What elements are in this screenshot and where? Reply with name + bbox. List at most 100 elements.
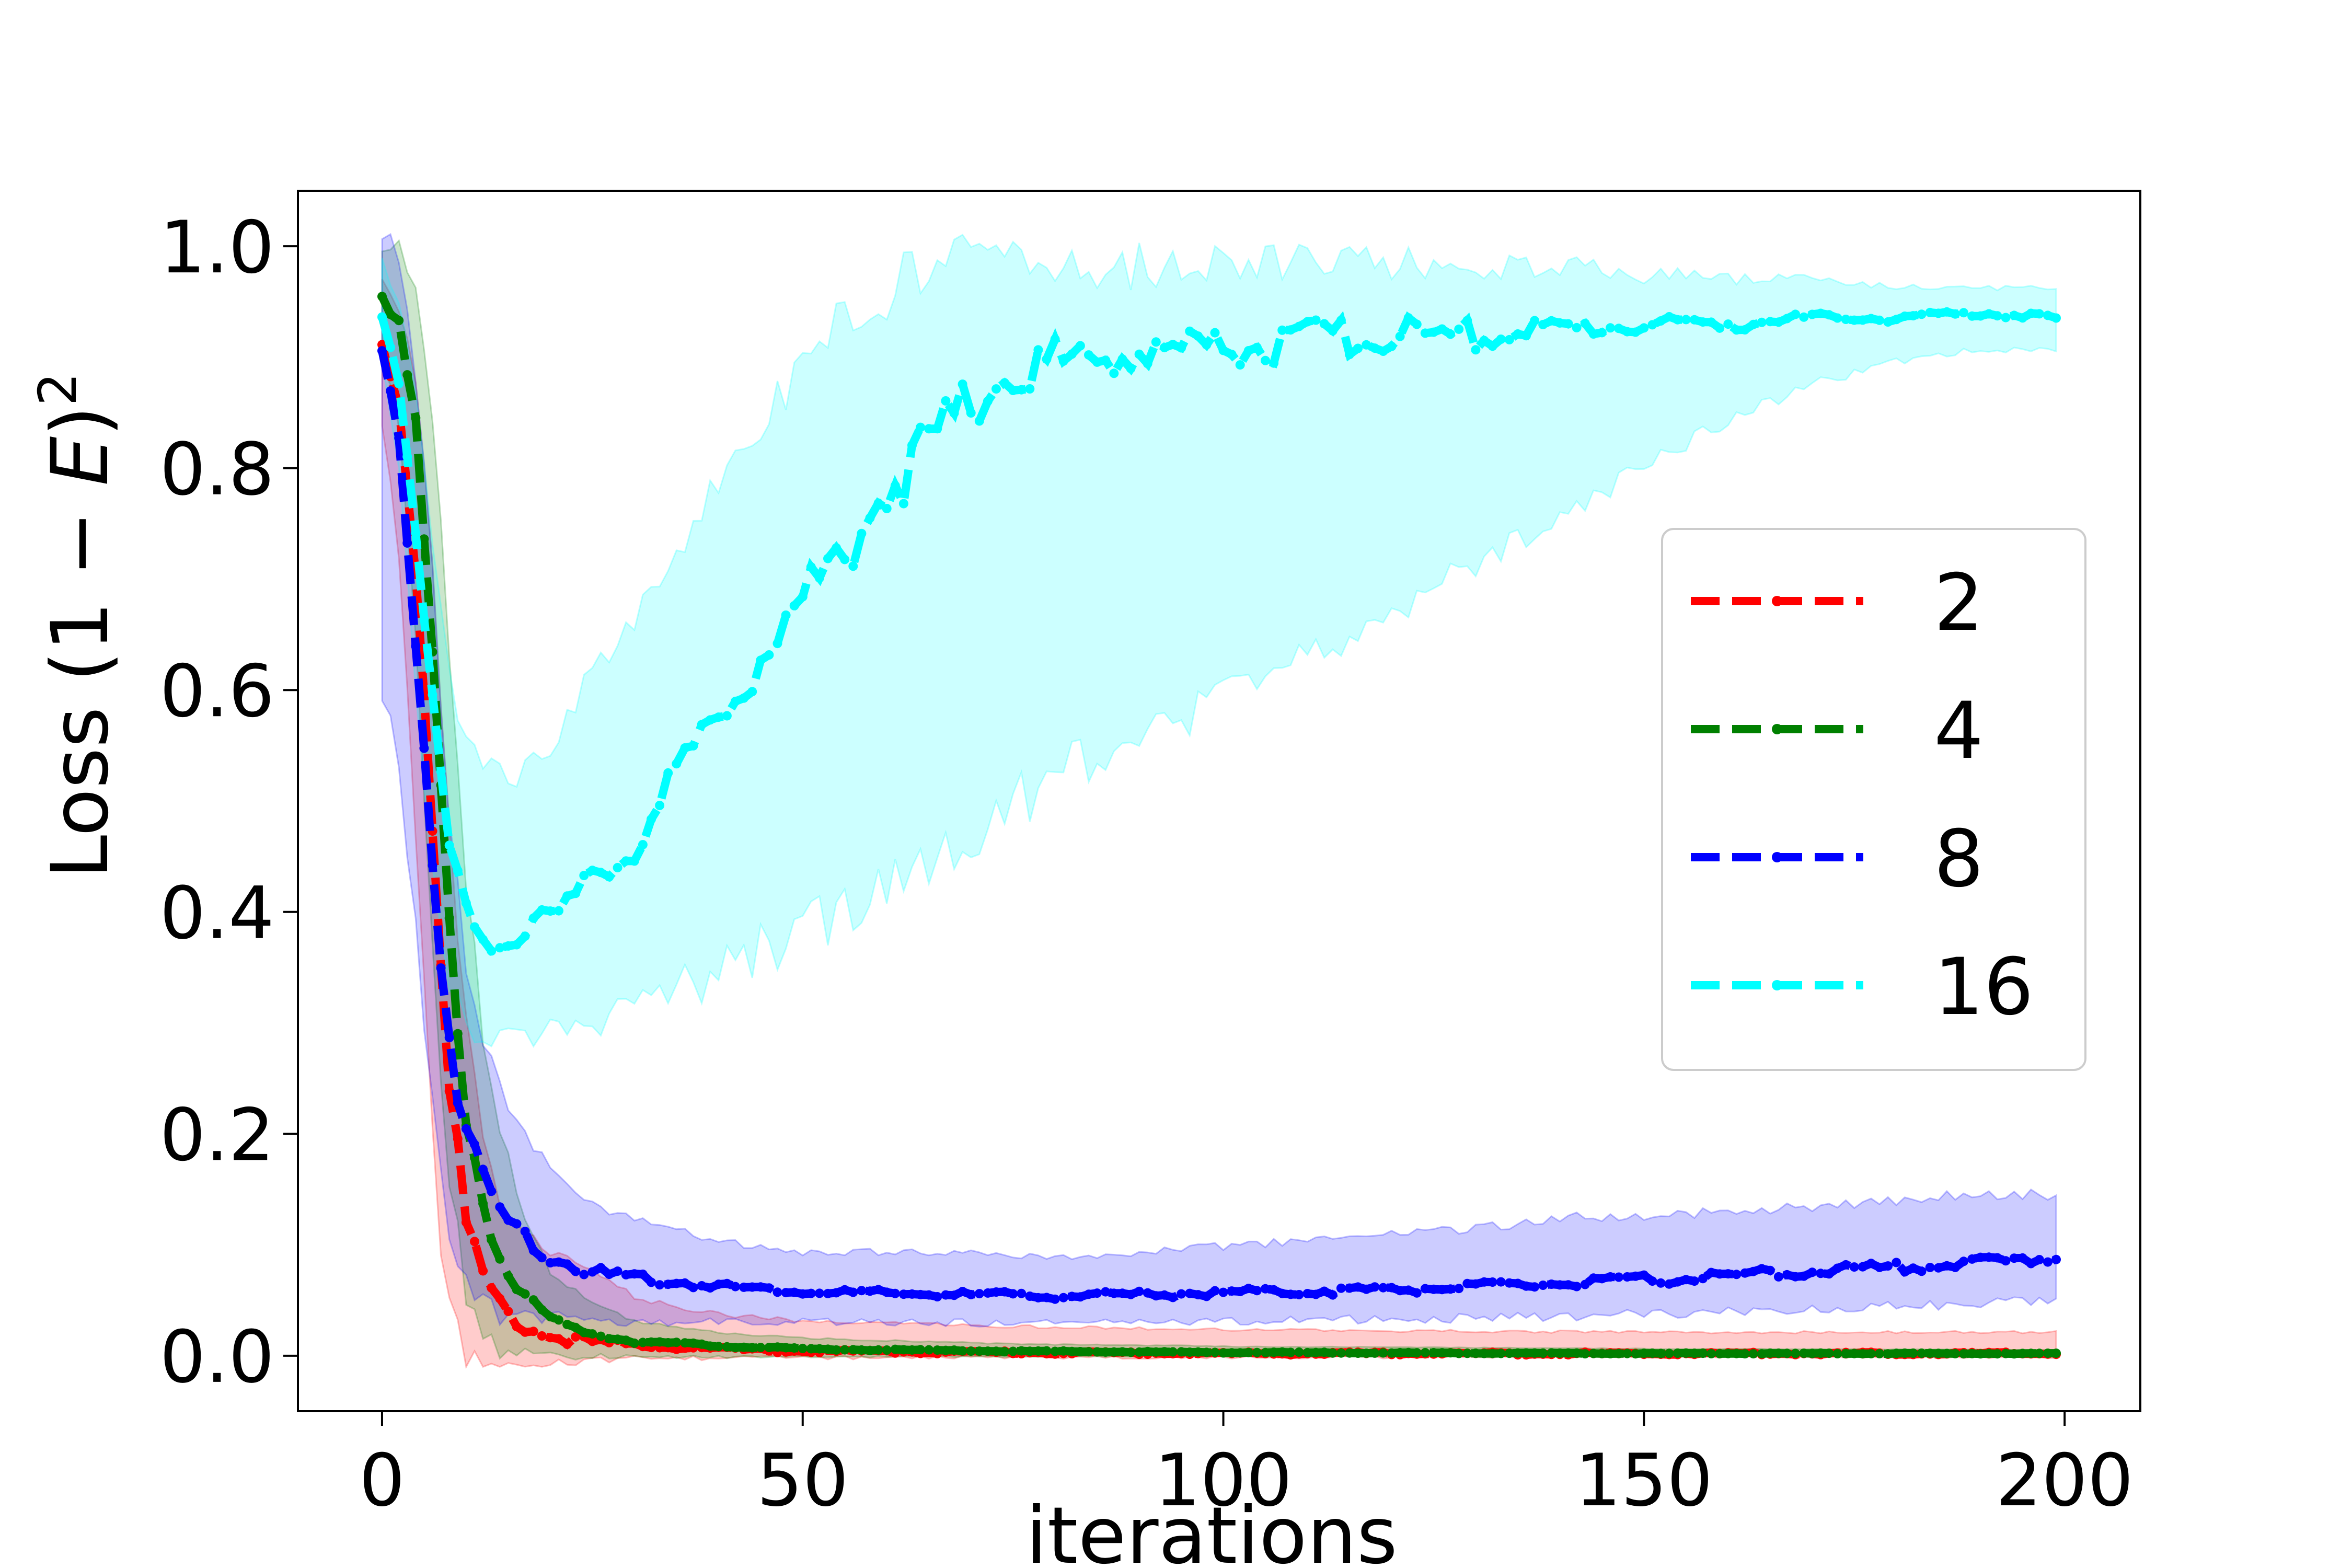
point-4: [1782, 1348, 1792, 1358]
point-4: [739, 1342, 749, 1352]
point-8: [663, 1279, 673, 1289]
point-16: [1900, 312, 1910, 321]
point-8: [1538, 1281, 1548, 1290]
point-8: [2001, 1256, 2011, 1266]
point-4: [520, 1289, 530, 1299]
point-4: [1925, 1348, 1935, 1358]
point-16: [1858, 315, 1867, 325]
point-16: [1311, 315, 1321, 325]
point-8: [1875, 1262, 1884, 1272]
point-8: [1294, 1290, 1304, 1299]
point-8: [1058, 1293, 1068, 1302]
point-8: [1202, 1292, 1212, 1301]
point-2: [520, 1327, 530, 1337]
point-8: [1799, 1271, 1809, 1281]
point-16: [1243, 346, 1253, 355]
point-8: [1689, 1276, 1699, 1286]
point-16: [1412, 319, 1422, 329]
point-4: [1773, 1348, 1783, 1358]
point-16: [1723, 319, 1733, 329]
point-16: [991, 384, 1001, 394]
point-8: [1378, 1283, 1388, 1293]
point-8: [1647, 1276, 1657, 1286]
point-4: [528, 1295, 538, 1305]
point-16: [1892, 315, 1901, 325]
point-8: [932, 1292, 942, 1301]
point-4: [1488, 1348, 1497, 1358]
point-4: [1353, 1348, 1363, 1358]
point-16: [1420, 328, 1430, 338]
point-8: [781, 1288, 791, 1298]
point-8: [1883, 1261, 1893, 1271]
point-16: [2034, 309, 2044, 319]
point-8: [436, 963, 446, 973]
point-4: [402, 370, 412, 380]
point-4: [1631, 1349, 1641, 1359]
point-8: [1235, 1287, 1245, 1297]
point-8: [848, 1287, 858, 1297]
point-4: [2001, 1348, 2011, 1358]
point-8: [1614, 1272, 1624, 1282]
point-4: [1866, 1348, 1876, 1358]
point-16: [1832, 313, 1842, 323]
point-16: [1647, 320, 1657, 330]
point-16: [1984, 309, 1994, 319]
point-4: [941, 1345, 951, 1355]
point-2: [587, 1336, 597, 1346]
point-4: [1757, 1349, 1767, 1359]
point-2: [672, 1344, 682, 1354]
point-8: [1428, 1284, 1438, 1294]
point-8: [1412, 1288, 1422, 1298]
point-8: [966, 1289, 976, 1299]
point-8: [713, 1279, 723, 1289]
plot-frame: [297, 190, 2141, 1412]
point-4: [1547, 1348, 1557, 1358]
point-8: [1277, 1288, 1287, 1298]
point-4: [1235, 1348, 1245, 1358]
point-4: [1210, 1347, 1220, 1357]
point-16: [537, 905, 547, 915]
point-4: [1370, 1348, 1380, 1358]
point-4: [1362, 1348, 1371, 1358]
point-4: [907, 1345, 917, 1355]
point-16: [444, 840, 454, 850]
y-tick-label: 0.8: [160, 428, 274, 512]
point-4: [1202, 1347, 1212, 1357]
point-16: [1917, 309, 1927, 319]
point-4: [1243, 1347, 1253, 1357]
point-8: [697, 1281, 707, 1290]
point-16: [789, 601, 799, 610]
point-8: [773, 1287, 782, 1297]
point-8: [571, 1266, 581, 1276]
point-8: [503, 1215, 513, 1225]
point-8: [495, 1202, 505, 1212]
point-16: [781, 610, 791, 620]
point-8: [1067, 1292, 1077, 1301]
point-4: [1622, 1348, 1632, 1358]
point-4: [916, 1345, 926, 1355]
point-16: [1084, 350, 1093, 360]
point-16: [1698, 317, 1708, 327]
point-8: [478, 1165, 488, 1174]
point-16: [1765, 317, 1775, 327]
point-4: [1892, 1348, 1901, 1358]
point-8: [806, 1288, 816, 1298]
point-16: [1479, 336, 1489, 345]
y-axis-label-open: (1 −: [35, 486, 126, 682]
point-4: [1177, 1347, 1186, 1357]
point-4: [655, 1337, 665, 1347]
point-4: [832, 1345, 841, 1355]
point-16: [958, 379, 967, 389]
point-4: [1689, 1348, 1699, 1358]
point-8: [1193, 1290, 1203, 1300]
point-4: [1681, 1348, 1691, 1358]
point-4: [663, 1338, 673, 1347]
point-16: [1521, 331, 1531, 341]
point-4: [1715, 1348, 1725, 1358]
point-8: [1942, 1261, 1952, 1271]
point-4: [722, 1342, 732, 1352]
point-8: [916, 1289, 926, 1299]
point-8: [1832, 1263, 1842, 1273]
point-8: [613, 1266, 622, 1276]
point-16: [1504, 335, 1514, 344]
